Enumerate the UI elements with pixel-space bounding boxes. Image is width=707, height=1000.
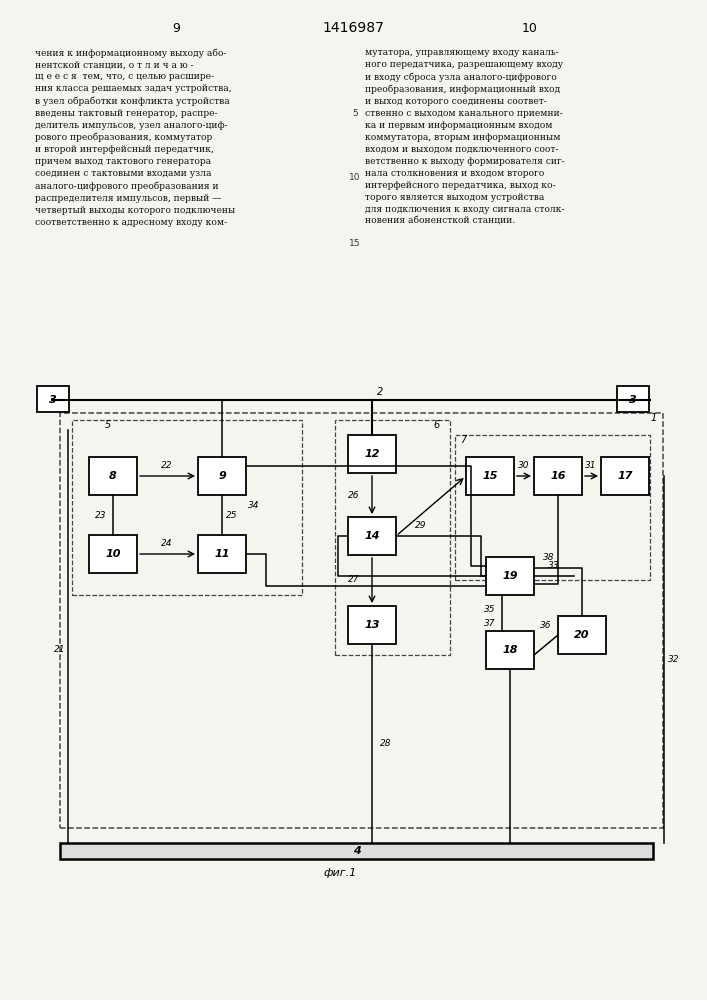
- Text: 25: 25: [226, 510, 238, 520]
- Text: 7: 7: [460, 435, 466, 445]
- Bar: [72, 420, 302, 595]
- Bar: [486, 557, 534, 595]
- Bar: [466, 457, 514, 495]
- Text: 33: 33: [548, 562, 560, 570]
- Text: 17: 17: [617, 471, 633, 481]
- Text: 9: 9: [172, 21, 180, 34]
- Text: 19: 19: [502, 571, 518, 581]
- Bar: [348, 606, 396, 644]
- Text: 4: 4: [353, 846, 361, 856]
- Bar: [534, 457, 582, 495]
- Text: 3: 3: [629, 395, 637, 405]
- Bar: [89, 457, 137, 495]
- Text: 2: 2: [377, 387, 383, 397]
- Text: 34: 34: [248, 500, 259, 510]
- Text: 1: 1: [650, 413, 657, 423]
- Text: 38: 38: [543, 554, 555, 562]
- Text: 6: 6: [434, 420, 440, 430]
- Text: 18: 18: [502, 645, 518, 655]
- Bar: [348, 517, 396, 555]
- Text: 10: 10: [349, 174, 361, 182]
- Bar: [455, 435, 650, 580]
- Text: 37: 37: [484, 618, 496, 628]
- Text: фиг.1: фиг.1: [323, 868, 356, 878]
- Bar: [37, 386, 69, 412]
- Text: 36: 36: [540, 620, 551, 630]
- Text: чения к информационному выходу або-
нентской станции, о т л и ч а ю -
щ е е с я : чения к информационному выходу або- нент…: [35, 48, 235, 227]
- Text: 26: 26: [349, 490, 360, 499]
- Text: 10: 10: [522, 21, 538, 34]
- Bar: [335, 420, 450, 655]
- Text: 12: 12: [364, 449, 380, 459]
- Text: 15: 15: [482, 471, 498, 481]
- Text: 8: 8: [109, 471, 117, 481]
- Text: 35: 35: [484, 605, 496, 614]
- Bar: [198, 457, 246, 495]
- Text: 15: 15: [349, 238, 361, 247]
- Text: 20: 20: [574, 630, 590, 640]
- Bar: [558, 616, 606, 654]
- Bar: [60, 843, 653, 859]
- Text: 28: 28: [380, 738, 392, 748]
- Text: 13: 13: [364, 620, 380, 630]
- Text: 31: 31: [585, 462, 597, 471]
- Text: 22: 22: [161, 462, 173, 471]
- Text: 23: 23: [95, 510, 107, 520]
- Bar: [60, 413, 663, 828]
- Bar: [601, 457, 649, 495]
- Text: 24: 24: [161, 540, 173, 548]
- Text: 10: 10: [105, 549, 121, 559]
- Text: 1416987: 1416987: [322, 21, 384, 35]
- Bar: [617, 386, 649, 412]
- Bar: [198, 535, 246, 573]
- Text: мутатора, управляющему входу каналь-
ного передатчика, разрешающему входу
и вход: мутатора, управляющему входу каналь- ног…: [365, 48, 565, 226]
- Bar: [348, 435, 396, 473]
- Text: 16: 16: [550, 471, 566, 481]
- Text: 29: 29: [415, 522, 427, 530]
- Bar: [486, 631, 534, 669]
- Text: 3: 3: [49, 395, 57, 405]
- Text: 27: 27: [349, 576, 360, 584]
- Text: 11: 11: [214, 549, 230, 559]
- Text: 21: 21: [54, 646, 66, 654]
- Text: 14: 14: [364, 531, 380, 541]
- Text: 9: 9: [218, 471, 226, 481]
- Text: 32: 32: [668, 654, 679, 664]
- Bar: [89, 535, 137, 573]
- Text: 5: 5: [105, 420, 111, 430]
- Text: 5: 5: [352, 108, 358, 117]
- Text: 30: 30: [518, 462, 530, 471]
